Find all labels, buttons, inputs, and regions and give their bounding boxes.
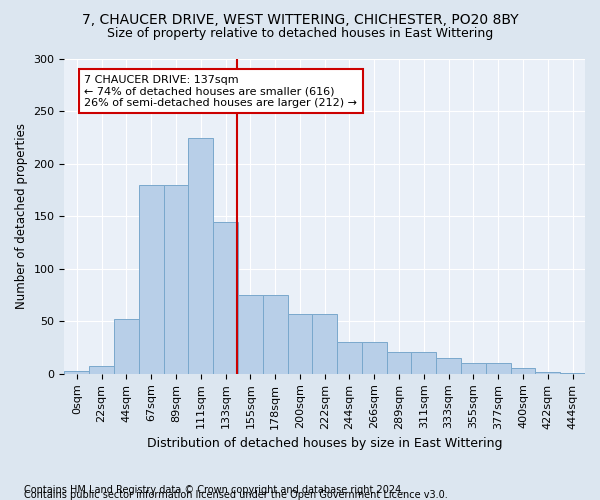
Bar bbox=[164, 185, 188, 374]
Bar bbox=[313, 314, 337, 374]
Text: Contains HM Land Registry data © Crown copyright and database right 2024.: Contains HM Land Registry data © Crown c… bbox=[24, 485, 404, 495]
Bar bbox=[486, 364, 511, 374]
Bar bbox=[213, 222, 238, 374]
Bar bbox=[535, 372, 560, 374]
Bar bbox=[263, 295, 287, 374]
Bar bbox=[386, 352, 412, 374]
Text: 7, CHAUCER DRIVE, WEST WITTERING, CHICHESTER, PO20 8BY: 7, CHAUCER DRIVE, WEST WITTERING, CHICHE… bbox=[82, 12, 518, 26]
Bar bbox=[287, 314, 313, 374]
Bar bbox=[362, 342, 386, 374]
Bar bbox=[436, 358, 461, 374]
Bar bbox=[238, 295, 263, 374]
Bar bbox=[560, 373, 585, 374]
Bar bbox=[89, 366, 114, 374]
Bar bbox=[511, 368, 535, 374]
Bar bbox=[188, 138, 213, 374]
Text: 7 CHAUCER DRIVE: 137sqm
← 74% of detached houses are smaller (616)
26% of semi-d: 7 CHAUCER DRIVE: 137sqm ← 74% of detache… bbox=[84, 74, 357, 108]
Bar bbox=[114, 320, 139, 374]
Bar bbox=[337, 342, 362, 374]
X-axis label: Distribution of detached houses by size in East Wittering: Distribution of detached houses by size … bbox=[147, 437, 502, 450]
Bar bbox=[412, 352, 436, 374]
Bar bbox=[461, 364, 486, 374]
Bar bbox=[139, 185, 164, 374]
Bar bbox=[64, 370, 89, 374]
Text: Size of property relative to detached houses in East Wittering: Size of property relative to detached ho… bbox=[107, 28, 493, 40]
Y-axis label: Number of detached properties: Number of detached properties bbox=[15, 124, 28, 310]
Text: Contains public sector information licensed under the Open Government Licence v3: Contains public sector information licen… bbox=[24, 490, 448, 500]
